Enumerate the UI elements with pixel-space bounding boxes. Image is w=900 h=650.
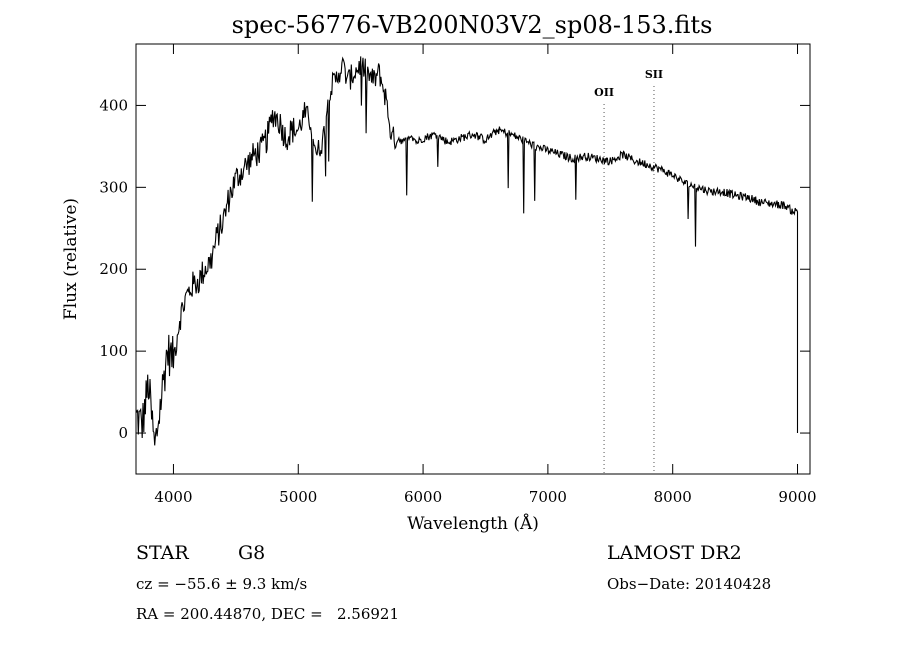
- emission-line-markers: OII SII: [594, 68, 663, 474]
- x-axis-ticks: 4000 5000 6000 7000 8000 9000: [154, 44, 817, 506]
- x-tick-label: 8000: [654, 488, 692, 506]
- x-tick-label: 7000: [529, 488, 567, 506]
- y-tick-label: 300: [99, 178, 128, 196]
- y-axis-ticks: 0 100 200 300 400: [99, 96, 810, 442]
- survey-name: LAMOST DR2: [607, 542, 742, 564]
- object-type: STAR: [136, 542, 189, 564]
- x-tick-label: 6000: [404, 488, 442, 506]
- chart-title: spec-56776-VB200N03V2_sp08-153.fits: [232, 11, 713, 39]
- x-tick-label: 9000: [778, 488, 816, 506]
- redshift-info: cz = −55.6 ± 9.3 km/s: [136, 575, 307, 593]
- y-tick-label: 100: [99, 342, 128, 360]
- spectral-subclass: G8: [238, 542, 265, 564]
- y-tick-label: 400: [99, 96, 128, 114]
- plot-frame: [135, 43, 811, 475]
- y-tick-label: 0: [118, 424, 128, 442]
- obs-date: Obs−Date: 20140428: [607, 575, 771, 593]
- y-tick-label: 200: [99, 260, 128, 278]
- emission-line-label: SII: [645, 68, 663, 81]
- y-axis-label: Flux (relative): [61, 198, 81, 320]
- x-axis-label: Wavelength (Å): [407, 513, 539, 534]
- emission-line-label: OII: [594, 86, 614, 99]
- x-tick-label: 4000: [154, 488, 192, 506]
- x-tick-label: 5000: [279, 488, 317, 506]
- coordinates: RA = 200.44870, DEC = 2.56921: [136, 605, 399, 623]
- spectrum-line: [135, 56, 799, 446]
